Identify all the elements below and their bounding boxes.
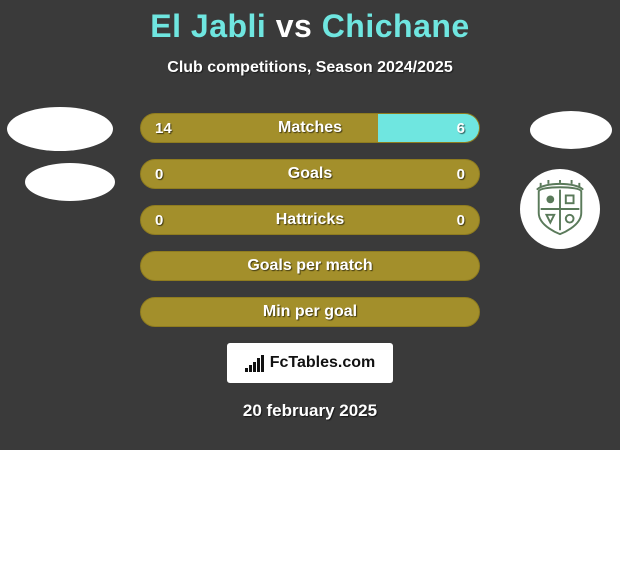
stat-label: Matches bbox=[141, 114, 479, 142]
stat-row: 00Hattricks bbox=[140, 205, 480, 235]
logo-bar bbox=[257, 358, 260, 372]
player1-club-badge-icon bbox=[25, 163, 115, 201]
stat-row: Min per goal bbox=[140, 297, 480, 327]
stat-bars-area: 146Matches 00Goals 00Hattricks Goals per ma… bbox=[0, 113, 620, 327]
player2-name: Chichane bbox=[322, 8, 470, 44]
stat-row: 00Goals bbox=[140, 159, 480, 189]
source-logo: FcTables.com bbox=[227, 343, 393, 383]
comparison-card: El Jabli vs Chichane Club competitions, … bbox=[0, 0, 620, 450]
vs-separator: vs bbox=[276, 8, 313, 44]
stat-row: 146Matches bbox=[140, 113, 480, 143]
card-title: El Jabli vs Chichane bbox=[0, 8, 620, 45]
stat-row: Goals per match bbox=[140, 251, 480, 281]
card-subtitle: Club competitions, Season 2024/2025 bbox=[0, 59, 620, 77]
stat-label: Goals bbox=[141, 160, 479, 188]
player1-avatar-icon bbox=[7, 107, 113, 151]
logo-bars-icon bbox=[245, 355, 264, 372]
logo-text: FcTables.com bbox=[270, 354, 376, 372]
snapshot-date: 20 february 2025 bbox=[0, 401, 620, 421]
logo-bar bbox=[249, 365, 252, 372]
player1-name: El Jabli bbox=[150, 8, 266, 44]
stat-label: Goals per match bbox=[141, 252, 479, 280]
player2-avatar-icon bbox=[530, 111, 612, 149]
stat-label: Min per goal bbox=[141, 298, 479, 326]
stat-label: Hattricks bbox=[141, 206, 479, 234]
logo-bar bbox=[261, 355, 264, 372]
player2-club-crest-icon bbox=[520, 169, 600, 249]
logo-bar bbox=[253, 362, 256, 372]
logo-bar bbox=[245, 368, 248, 372]
